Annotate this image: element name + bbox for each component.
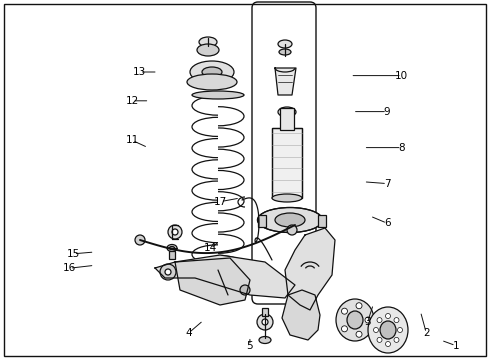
- Ellipse shape: [272, 194, 302, 202]
- Bar: [280, 108, 294, 130]
- Bar: [318, 215, 326, 227]
- Circle shape: [394, 337, 399, 342]
- Ellipse shape: [197, 44, 219, 56]
- Circle shape: [172, 229, 178, 235]
- Ellipse shape: [199, 37, 217, 47]
- Circle shape: [377, 337, 382, 342]
- Ellipse shape: [347, 311, 363, 329]
- Polygon shape: [282, 290, 320, 340]
- Polygon shape: [175, 258, 250, 305]
- Ellipse shape: [368, 307, 408, 353]
- Ellipse shape: [279, 49, 291, 55]
- Circle shape: [257, 314, 273, 330]
- Bar: [272, 128, 302, 198]
- Circle shape: [356, 331, 362, 337]
- Text: 1: 1: [452, 341, 459, 351]
- Ellipse shape: [170, 247, 174, 249]
- Ellipse shape: [192, 260, 244, 270]
- Text: 3: 3: [364, 317, 371, 327]
- Text: 13: 13: [133, 67, 147, 77]
- Text: 8: 8: [398, 143, 405, 153]
- Circle shape: [135, 235, 145, 245]
- Bar: [272, 128, 302, 198]
- Ellipse shape: [283, 109, 291, 114]
- Circle shape: [165, 269, 171, 275]
- Circle shape: [240, 285, 250, 295]
- Ellipse shape: [275, 213, 305, 227]
- Text: 15: 15: [67, 249, 80, 259]
- Bar: [258, 215, 266, 227]
- Text: 2: 2: [423, 328, 430, 338]
- Circle shape: [287, 225, 297, 235]
- Circle shape: [365, 317, 371, 323]
- Text: 17: 17: [214, 197, 227, 207]
- Polygon shape: [155, 255, 295, 298]
- Ellipse shape: [187, 74, 237, 90]
- Ellipse shape: [258, 207, 322, 233]
- Circle shape: [168, 225, 182, 239]
- Circle shape: [386, 314, 391, 319]
- Circle shape: [386, 342, 391, 346]
- Text: 7: 7: [384, 179, 391, 189]
- Bar: [169, 251, 175, 259]
- Text: 4: 4: [185, 328, 192, 338]
- Text: 6: 6: [384, 218, 391, 228]
- Text: 11: 11: [125, 135, 139, 145]
- Circle shape: [356, 303, 362, 309]
- Circle shape: [342, 326, 347, 332]
- Text: 10: 10: [395, 71, 408, 81]
- Polygon shape: [285, 228, 335, 310]
- Ellipse shape: [278, 107, 296, 117]
- Ellipse shape: [167, 244, 177, 252]
- Ellipse shape: [336, 299, 374, 341]
- Text: 9: 9: [384, 107, 391, 117]
- Text: 14: 14: [204, 243, 218, 253]
- Ellipse shape: [380, 321, 396, 339]
- Polygon shape: [275, 68, 296, 95]
- Circle shape: [377, 318, 382, 323]
- Ellipse shape: [192, 91, 244, 99]
- Circle shape: [373, 328, 378, 333]
- Circle shape: [262, 319, 268, 325]
- Circle shape: [342, 308, 347, 314]
- Circle shape: [397, 328, 402, 333]
- Text: 5: 5: [246, 341, 253, 351]
- Circle shape: [160, 264, 176, 280]
- Ellipse shape: [202, 67, 222, 77]
- Circle shape: [394, 318, 399, 323]
- Ellipse shape: [190, 61, 234, 83]
- Ellipse shape: [278, 40, 292, 48]
- Bar: [262, 308, 268, 316]
- Text: 16: 16: [63, 263, 76, 273]
- Ellipse shape: [259, 337, 271, 343]
- Text: 12: 12: [125, 96, 139, 106]
